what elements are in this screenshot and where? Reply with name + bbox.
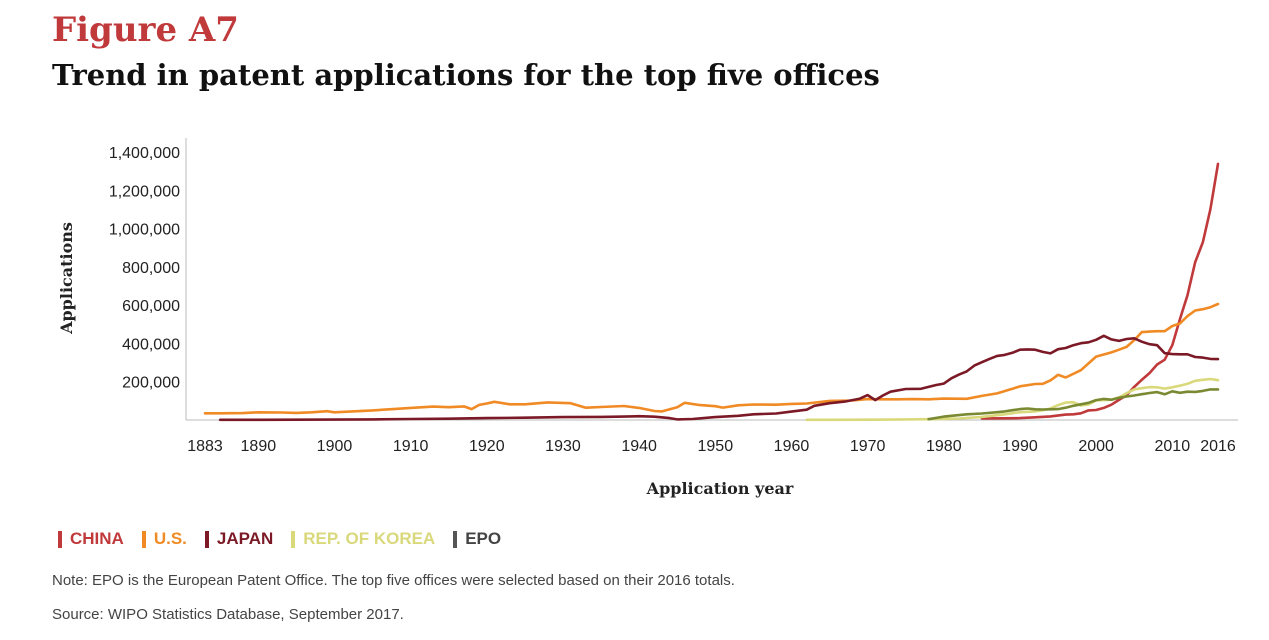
legend-label-korea: REP. OF KOREA — [303, 529, 436, 548]
x-tick-label: 1910 — [393, 438, 429, 455]
x-tick-label: 2016 — [1200, 438, 1236, 455]
x-tick-label: 1920 — [469, 438, 505, 455]
x-tick-label: 1980 — [926, 438, 962, 455]
legend-swatch-japan — [204, 530, 209, 548]
series-line-epo — [927, 388, 1220, 421]
footnote: Note: EPO is the European Patent Office.… — [52, 572, 735, 589]
x-tick-label: 1970 — [850, 438, 886, 455]
x-axis-title: Application year — [646, 479, 794, 498]
figure-label: Figure A7 — [52, 10, 239, 50]
legend-item-us: U.S. — [141, 529, 187, 549]
y-tick-label: 600,000 — [122, 298, 180, 315]
x-tick-label: 1890 — [241, 438, 277, 455]
legend-swatch-us — [141, 530, 146, 548]
x-tick-label: 2000 — [1078, 438, 1114, 455]
series-line-u-s — [203, 302, 1220, 415]
x-tick-label: 2010 — [1155, 438, 1191, 455]
legend-item-korea: REP. OF KOREA — [291, 529, 435, 549]
series-lines — [203, 162, 1220, 422]
series-line-japan — [218, 334, 1220, 422]
legend-item-japan: JAPAN — [204, 529, 274, 549]
legend-label-epo: EPO — [465, 529, 502, 548]
legend-swatch-korea — [291, 530, 296, 548]
x-tick-label: 1990 — [1002, 438, 1038, 455]
legend: CHINA U.S. JAPAN REP. OF KOREA EPO — [58, 529, 519, 549]
legend-label-china: CHINA — [70, 529, 124, 548]
legend-label-us: U.S. — [153, 529, 187, 548]
x-tick-label: 1950 — [698, 438, 734, 455]
y-tick-label: 1,400,000 — [109, 145, 180, 162]
x-tick-label: 1930 — [545, 438, 581, 455]
series-line-china — [980, 162, 1220, 420]
y-tick-label: 200,000 — [122, 375, 180, 392]
x-axis-ticks: 1883 1890 1900 1910 1920 1930 1940 1950 1960 1970… — [187, 438, 1236, 455]
y-tick-label: 1,200,000 — [109, 183, 180, 200]
legend-swatch-epo — [453, 530, 458, 548]
x-tick-label: 1940 — [621, 438, 657, 455]
legend-item-epo: EPO — [453, 529, 501, 549]
legend-label-japan: JAPAN — [216, 529, 274, 548]
x-tick-label: 1960 — [774, 438, 810, 455]
legend-swatch-china — [58, 530, 62, 548]
source-note: Source: WIPO Statistics Database, Septem… — [52, 606, 404, 623]
y-tick-label: 400,000 — [122, 336, 180, 353]
line-chart: 200,000 400,000 600,000 800,000 1,000,000 1,2… — [57, 138, 1238, 498]
x-tick-label: 1883 — [187, 438, 223, 455]
y-axis-title: Applications — [57, 222, 76, 335]
y-tick-label: 800,000 — [122, 260, 180, 277]
y-tick-label: 1,000,000 — [109, 222, 180, 239]
y-axis-ticks: 200,000 400,000 600,000 800,000 1,000,000 1,2… — [109, 145, 180, 392]
x-tick-label: 1900 — [317, 438, 353, 455]
figure-title: Trend in patent applications for the top… — [52, 58, 880, 92]
legend-item-china: CHINA — [58, 529, 124, 549]
